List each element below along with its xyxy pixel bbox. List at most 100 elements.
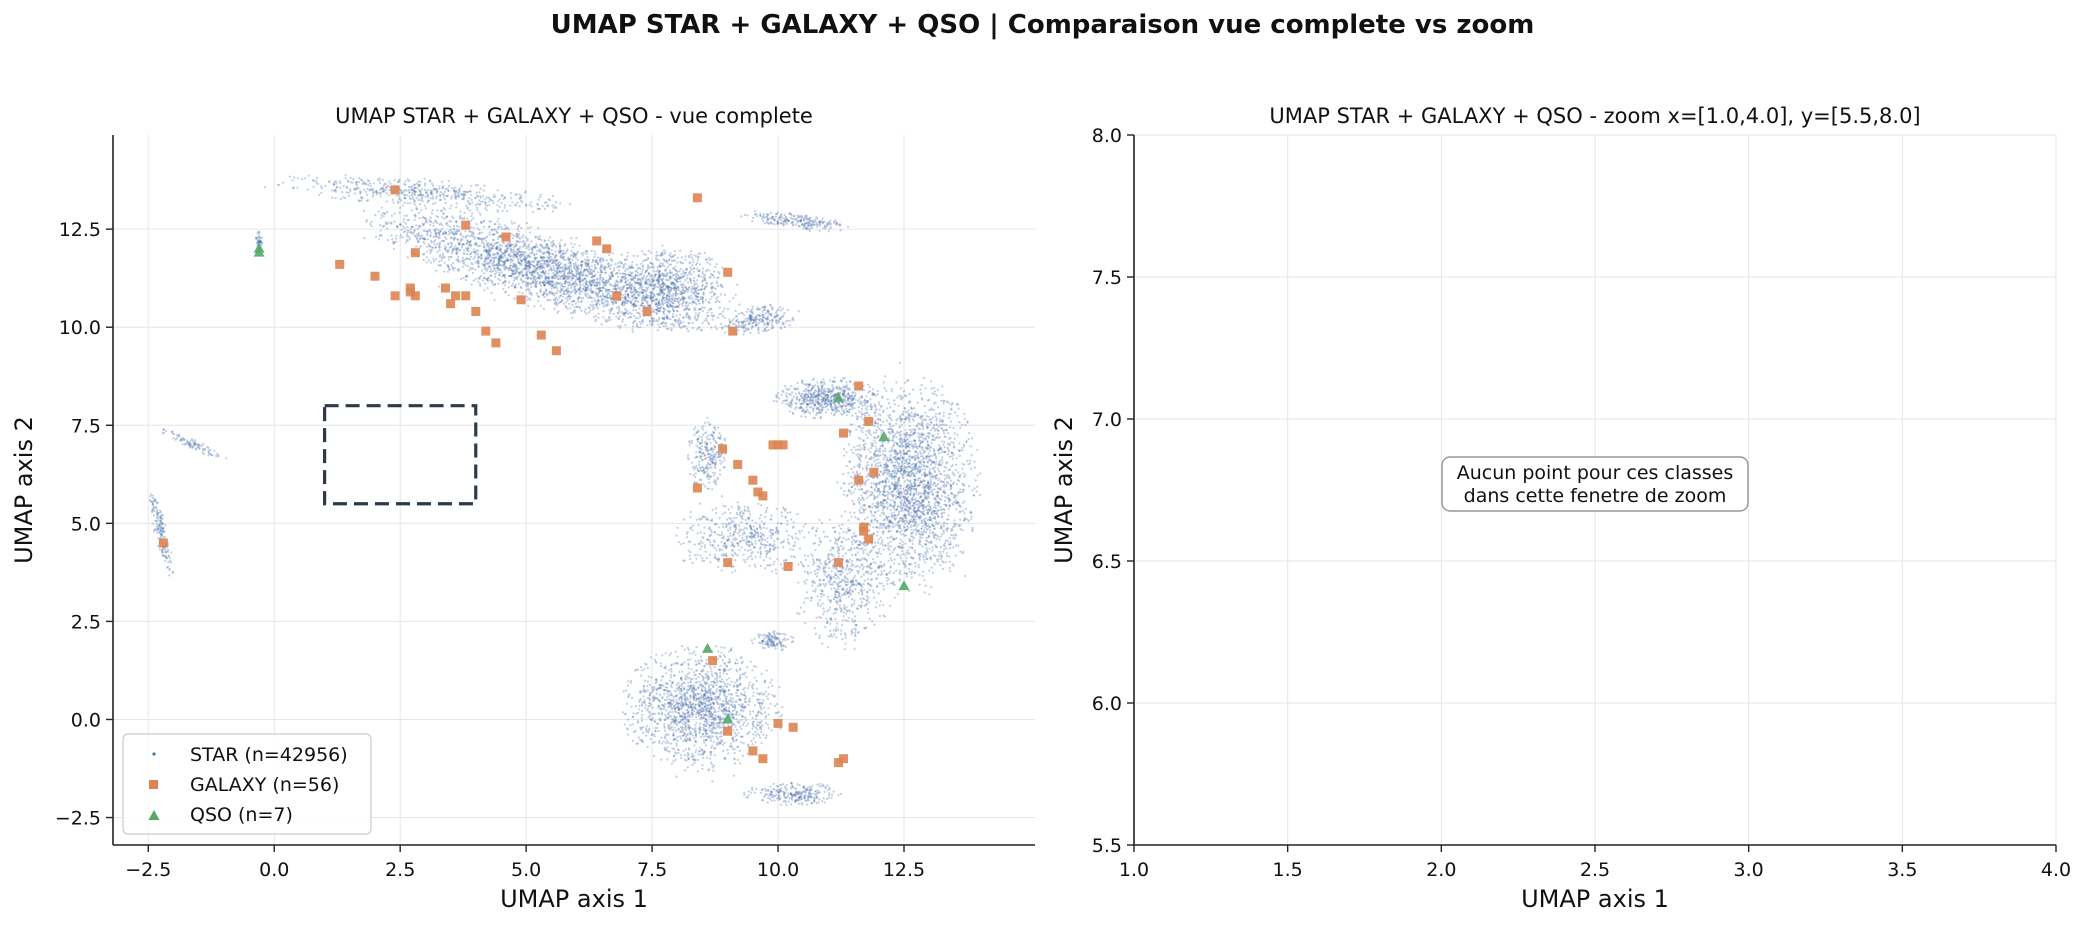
star-point [456, 224, 459, 228]
star-point [886, 582, 889, 586]
star-point [890, 559, 893, 562]
star-point [392, 201, 395, 204]
star-point [737, 321, 741, 324]
star-point [523, 267, 526, 271]
star-point [646, 294, 650, 297]
star-point [652, 270, 656, 273]
star-point [506, 226, 509, 229]
star-point [589, 281, 592, 284]
star-point [486, 235, 489, 238]
star-point [488, 225, 491, 228]
star-point [874, 414, 877, 418]
star-point [544, 277, 547, 280]
star-point [530, 273, 533, 276]
star-point [905, 557, 908, 560]
star-point [509, 264, 513, 267]
star-point [716, 282, 719, 285]
star-point [387, 194, 390, 197]
star-point [390, 214, 393, 217]
star-point [403, 193, 406, 196]
star-point [510, 251, 513, 254]
star-point [492, 261, 495, 264]
star-point [593, 306, 596, 309]
star-point [570, 270, 574, 273]
star-point [494, 223, 497, 226]
star-point [495, 241, 498, 244]
star-point [546, 282, 550, 285]
star-point [463, 252, 466, 255]
star-point [635, 324, 639, 327]
star-point [629, 271, 632, 274]
star-point [658, 325, 661, 328]
star-point [398, 198, 402, 201]
star-point [678, 324, 681, 327]
star-point [456, 247, 459, 250]
star-point [804, 214, 807, 217]
star-point [631, 328, 634, 331]
star-point [600, 323, 603, 326]
star-point [668, 259, 671, 262]
star-point [941, 456, 944, 459]
star-point [597, 312, 600, 315]
star-point [698, 302, 701, 305]
star-point [947, 412, 951, 416]
star-point [654, 257, 658, 260]
star-point [395, 240, 398, 243]
star-point [902, 413, 905, 416]
star-point [549, 299, 552, 302]
star-point [633, 306, 636, 309]
star-point [788, 324, 791, 327]
star-point [570, 290, 573, 293]
star-point [634, 316, 638, 320]
star-point [422, 258, 425, 261]
star-point [728, 324, 731, 327]
star-point [680, 273, 683, 276]
star-point [509, 192, 512, 195]
star-point [556, 298, 559, 301]
star-point [430, 241, 433, 244]
star-point [569, 295, 573, 298]
star-point [413, 228, 416, 231]
star-point [746, 214, 749, 217]
star-point [428, 228, 431, 231]
star-point [629, 281, 632, 284]
star-point [643, 304, 646, 308]
star-point [458, 191, 461, 194]
star-point [580, 267, 583, 270]
star-point [574, 302, 578, 305]
star-point [651, 287, 655, 290]
star-point [530, 285, 533, 288]
star-point [436, 209, 439, 212]
star-point [756, 215, 759, 218]
star-point [802, 227, 805, 230]
star-point [818, 229, 821, 232]
star-point [745, 329, 748, 332]
star-point [573, 253, 577, 256]
star-point [383, 224, 386, 228]
star-point [701, 270, 704, 274]
star-point [485, 269, 488, 272]
star-point [362, 181, 365, 184]
star-point [903, 421, 906, 424]
star-point [641, 320, 644, 323]
star-point [522, 254, 526, 257]
star-point [766, 219, 770, 222]
star-point [678, 300, 681, 303]
star-point [808, 229, 812, 232]
star-point [590, 249, 593, 252]
star-point [459, 214, 462, 217]
star-point [592, 259, 595, 262]
star-point [547, 298, 550, 301]
star-point [480, 237, 483, 240]
star-point [714, 300, 717, 304]
star-point [650, 291, 653, 294]
star-point [763, 305, 766, 308]
star-point [470, 262, 473, 265]
star-point [595, 302, 598, 305]
star-point [387, 221, 390, 224]
star-point [423, 237, 426, 240]
star-point [783, 325, 786, 329]
star-point [611, 284, 614, 287]
star-point [393, 241, 396, 244]
star-point [474, 253, 477, 256]
